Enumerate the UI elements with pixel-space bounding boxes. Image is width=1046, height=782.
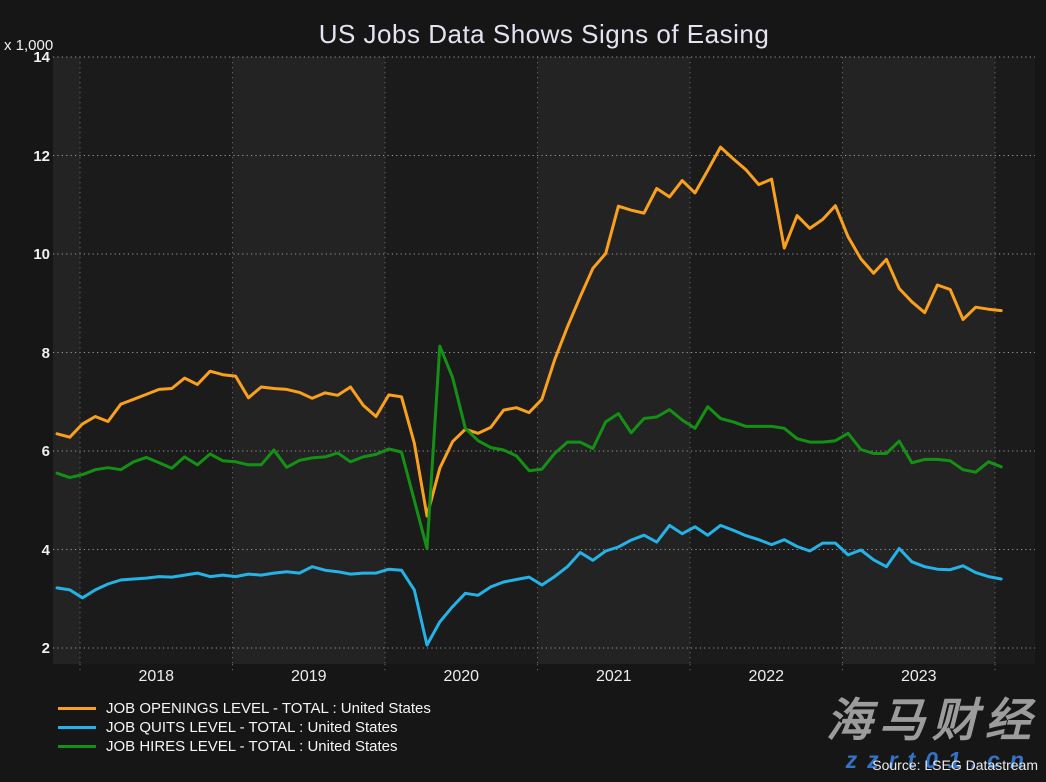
legend-item: JOB QUITS LEVEL - TOTAL : United States <box>58 718 431 737</box>
year-band <box>53 57 80 664</box>
x-year-label: 2020 <box>443 668 480 685</box>
legend-label: JOB OPENINGS LEVEL - TOTAL : United Stat… <box>106 700 431 717</box>
x-year-label: 2019 <box>290 668 327 685</box>
legend-item: JOB OPENINGS LEVEL - TOTAL : United Stat… <box>58 699 431 718</box>
series-line-0 <box>55 145 1003 518</box>
watermark-url: zzrt01.cn <box>845 747 1034 773</box>
x-year-label: 2021 <box>595 668 632 685</box>
year-band <box>995 57 1035 664</box>
x-year-label: 2022 <box>748 668 785 685</box>
year-band <box>232 57 385 664</box>
legend-label: JOB HIRES LEVEL - TOTAL : United States <box>106 738 398 755</box>
y-axis-unit-label: x 1,000 <box>4 37 54 54</box>
y-tick-label: 12 <box>33 147 50 165</box>
legend-label: JOB QUITS LEVEL - TOTAL : United States <box>106 719 398 736</box>
legend-swatch-icon <box>58 726 96 729</box>
legend-swatch-icon <box>58 745 96 748</box>
y-tick-label: 14 <box>33 49 50 66</box>
year-band <box>80 57 233 664</box>
y-tick-label: 8 <box>41 344 50 362</box>
watermark-text: 海马财经 <box>826 694 1038 746</box>
series-line-2 <box>55 344 1003 550</box>
year-band <box>385 57 538 664</box>
year-band <box>537 57 690 664</box>
y-tick-label: 10 <box>33 246 50 263</box>
legend-item: JOB HIRES LEVEL - TOTAL : United States <box>58 737 431 756</box>
y-tick-label: 2 <box>41 640 50 657</box>
legend-swatch-icon <box>58 707 96 710</box>
y-tick-label: 6 <box>41 443 50 460</box>
chart-title: US Jobs Data Shows Signs of Easing <box>318 19 770 49</box>
year-band <box>690 57 843 664</box>
x-year-label: 2018 <box>138 668 175 685</box>
year-band <box>842 57 995 664</box>
series-line-1 <box>55 523 1003 647</box>
source-text: Source: LSEG Datastream <box>872 757 1038 773</box>
legend: JOB OPENINGS LEVEL - TOTAL : United Stat… <box>58 699 431 756</box>
x-year-label: 2023 <box>900 668 937 685</box>
y-tick-label: 4 <box>41 541 50 559</box>
